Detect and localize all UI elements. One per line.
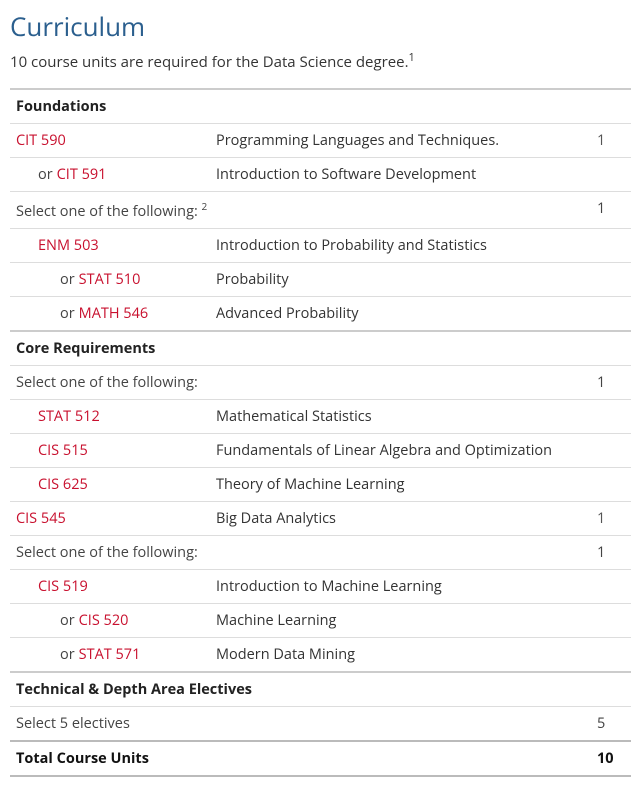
course-code-cell: CIS 519 — [10, 569, 210, 603]
course-row: CIS 625 Theory of Machine Learning — [10, 467, 631, 501]
course-code-cell: CIS 545 — [10, 501, 210, 535]
course-title-cell: Machine Learning — [210, 603, 591, 637]
section-heading-row: Technical & Depth Area Electives — [10, 672, 631, 707]
course-row: CIS 519 Introduction to Machine Learning — [10, 569, 631, 603]
or-label: or — [60, 645, 75, 664]
section-heading: Technical & Depth Area Electives — [10, 672, 631, 707]
course-title-cell: Introduction to Software Development — [210, 158, 591, 192]
intro-footnote: 1 — [409, 50, 415, 65]
units-cell — [591, 433, 631, 467]
select-text: Select one of the following: — [10, 365, 591, 399]
course-alt-row: orSTAT 510Probability — [10, 262, 631, 296]
course-row: CIS 515 Fundamentals of Linear Algebra an… — [10, 433, 631, 467]
course-alt-row: orCIS 520Machine Learning — [10, 603, 631, 637]
section-heading-row: Foundations — [10, 89, 631, 124]
select-row: Select 5 electives5 — [10, 706, 631, 741]
course-title-cell: Theory of Machine Learning — [210, 467, 591, 501]
course-row: STAT 512 Mathematical Statistics — [10, 399, 631, 433]
total-row: Total Course Units10 — [10, 741, 631, 776]
course-title-cell: Fundamentals of Linear Algebra and Optim… — [210, 433, 591, 467]
course-row: CIS 545 Big Data Analytics1 — [10, 501, 631, 535]
course-code-cell: CIS 515 — [10, 433, 210, 467]
course-title-cell: Introduction to Machine Learning — [210, 569, 591, 603]
total-label: Total Course Units — [10, 741, 591, 776]
course-code-link[interactable]: CIT 591 — [57, 165, 107, 184]
course-title-cell: Modern Data Mining — [210, 637, 591, 672]
course-code-link[interactable]: CIS 519 — [38, 577, 88, 596]
course-code-cell: orMATH 546 — [10, 296, 210, 331]
course-title-cell: Probability — [210, 262, 591, 296]
units-cell: 1 — [591, 535, 631, 569]
select-text: Select 5 electives — [10, 706, 591, 741]
units-cell: 1 — [591, 192, 631, 229]
units-cell: 1 — [591, 365, 631, 399]
units-cell: 5 — [591, 706, 631, 741]
course-title-cell: Advanced Probability — [210, 296, 591, 331]
course-code-link[interactable]: CIS 625 — [38, 475, 88, 494]
units-cell — [591, 637, 631, 672]
curriculum-table: Foundations CIT 590 Programming Languages … — [10, 88, 631, 777]
course-code-link[interactable]: CIT 590 — [16, 131, 66, 150]
units-cell — [591, 569, 631, 603]
course-code-cell: STAT 512 — [10, 399, 210, 433]
course-alt-row: orMATH 546Advanced Probability — [10, 296, 631, 331]
or-label: or — [60, 611, 75, 630]
course-code-cell: ENM 503 — [10, 228, 210, 262]
select-text: Select one of the following: 2 — [10, 192, 591, 229]
course-code-cell: orSTAT 510 — [10, 262, 210, 296]
or-label: or — [60, 304, 75, 323]
units-cell — [591, 603, 631, 637]
units-cell — [591, 399, 631, 433]
course-code-link[interactable]: CIS 545 — [16, 509, 66, 528]
course-title-cell: Mathematical Statistics — [210, 399, 591, 433]
total-units: 10 — [591, 741, 631, 776]
or-label: or — [38, 165, 53, 184]
course-row: CIT 590 Programming Languages and Techniq… — [10, 124, 631, 158]
course-code-cell: orSTAT 571 — [10, 637, 210, 672]
section-heading-row: Core Requirements — [10, 331, 631, 366]
course-alt-row: orSTAT 571Modern Data Mining — [10, 637, 631, 672]
section-heading: Core Requirements — [10, 331, 631, 366]
section-heading: Foundations — [10, 89, 631, 124]
course-code-link[interactable]: CIS 515 — [38, 441, 88, 460]
units-cell — [591, 158, 631, 192]
course-code-link[interactable]: CIS 520 — [79, 611, 129, 630]
course-alt-row: orCIT 591Introduction to Software Develo… — [10, 158, 631, 192]
select-row: Select one of the following:1 — [10, 365, 631, 399]
intro-text: 10 course units are required for the Dat… — [10, 50, 631, 72]
course-code-link[interactable]: STAT 571 — [79, 645, 141, 664]
units-cell — [591, 467, 631, 501]
intro-body: 10 course units are required for the Dat… — [10, 52, 409, 72]
units-cell — [591, 262, 631, 296]
course-code-link[interactable]: MATH 546 — [79, 304, 149, 323]
units-cell: 1 — [591, 124, 631, 158]
page-title: Curriculum — [10, 8, 631, 44]
select-row: Select one of the following: 21 — [10, 192, 631, 229]
course-code-link[interactable]: ENM 503 — [38, 236, 99, 255]
course-title-cell: Programming Languages and Techniques. — [210, 124, 591, 158]
course-title-cell: Big Data Analytics — [210, 501, 591, 535]
course-title-cell: Introduction to Probability and Statisti… — [210, 228, 591, 262]
course-code-cell: orCIS 520 — [10, 603, 210, 637]
course-code-link[interactable]: STAT 512 — [38, 407, 100, 426]
course-code-cell: orCIT 591 — [10, 158, 210, 192]
course-row: ENM 503 Introduction to Probability and S… — [10, 228, 631, 262]
course-code-link[interactable]: STAT 510 — [79, 270, 141, 289]
course-code-cell: CIT 590 — [10, 124, 210, 158]
units-cell — [591, 228, 631, 262]
course-code-cell: CIS 625 — [10, 467, 210, 501]
units-cell — [591, 296, 631, 331]
units-cell: 1 — [591, 501, 631, 535]
or-label: or — [60, 270, 75, 289]
select-row: Select one of the following:1 — [10, 535, 631, 569]
select-text: Select one of the following: — [10, 535, 591, 569]
